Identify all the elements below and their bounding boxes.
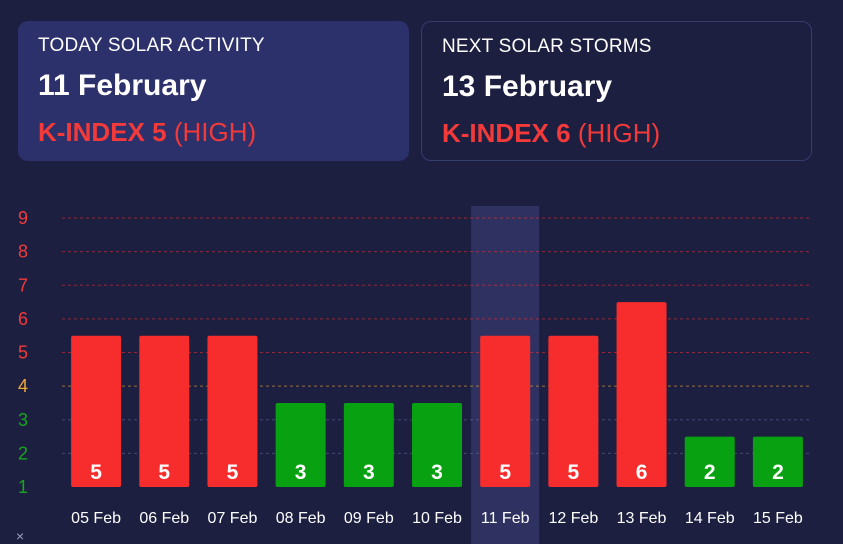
x-tick-label: 13 Feb [617,510,667,527]
next-k-index-value: K-INDEX 6 [442,118,571,148]
bar-value-label: 6 [636,461,648,484]
bar [548,335,599,487]
bar-value-label: 2 [704,461,716,484]
y-tick-label: 7 [18,275,28,295]
x-tick-label: 06 Feb [139,510,189,527]
bar-value-label: 3 [431,461,443,484]
x-tick-label: 09 Feb [344,510,394,527]
today-card-date: 11 February [38,69,207,102]
x-tick-label: 05 Feb [71,510,121,527]
y-tick-label: 6 [18,309,28,329]
bar-value-label: 5 [158,461,170,484]
today-k-index: K-INDEX 5 (HIGH) [38,117,389,148]
bar-value-label: 5 [499,461,511,484]
bar [139,335,190,487]
bar [412,402,462,487]
y-tick-label: 5 [18,343,28,363]
k-index-bar-chart: 1 2 3 4 5 6 7 8 9 5 05 Feb 5 06 Feb 5 07 Feb 3 08 Feb 3 09… [18,206,812,544]
bar [207,335,258,487]
today-k-index-value: K-INDEX 5 [38,117,167,147]
bar [343,402,394,487]
bar-value-label: 2 [772,461,784,484]
x-tick-label: 15 Feb [753,510,803,527]
x-tick-label: 07 Feb [208,510,258,527]
bar [752,436,803,487]
bar [616,302,667,487]
bar [71,335,122,487]
bar-value-label: 5 [90,461,102,484]
x-tick-label: 14 Feb [685,510,735,527]
y-tick-label: 9 [18,208,28,228]
today-card-title: TODAY SOLAR ACTIVITY [38,35,265,56]
y-tick-label: 1 [18,477,28,497]
y-tick-label: 8 [18,242,28,262]
bar [275,402,326,487]
next-card-date: 13 February [442,70,613,103]
bar [684,436,735,487]
y-tick-label: 3 [18,410,28,430]
bar-value-label: 3 [295,461,307,484]
next-solar-storms-card: NEXT SOLAR STORMS 13 February K-INDEX 6 … [421,21,812,161]
y-tick-label: 2 [18,443,28,463]
y-tick-label: 4 [18,376,28,396]
close-icon[interactable]: × [16,528,25,544]
next-k-index-level: (HIGH) [577,118,661,148]
next-card-title: NEXT SOLAR STORMS [442,36,652,57]
next-k-index: K-INDEX 6 (HIGH) [442,118,791,149]
bar-value-label: 3 [363,461,375,484]
x-tick-label: 11 Feb [481,510,530,527]
today-k-index-level: (HIGH) [173,117,257,147]
today-solar-activity-card: TODAY SOLAR ACTIVITY 11 February K-INDEX… [18,21,409,161]
bar [480,335,531,487]
bar-value-label: 5 [227,461,239,484]
x-tick-label: 10 Feb [412,510,462,527]
x-tick-label: 08 Feb [276,510,326,527]
x-tick-label: 12 Feb [548,510,598,527]
bar-value-label: 5 [568,461,580,484]
